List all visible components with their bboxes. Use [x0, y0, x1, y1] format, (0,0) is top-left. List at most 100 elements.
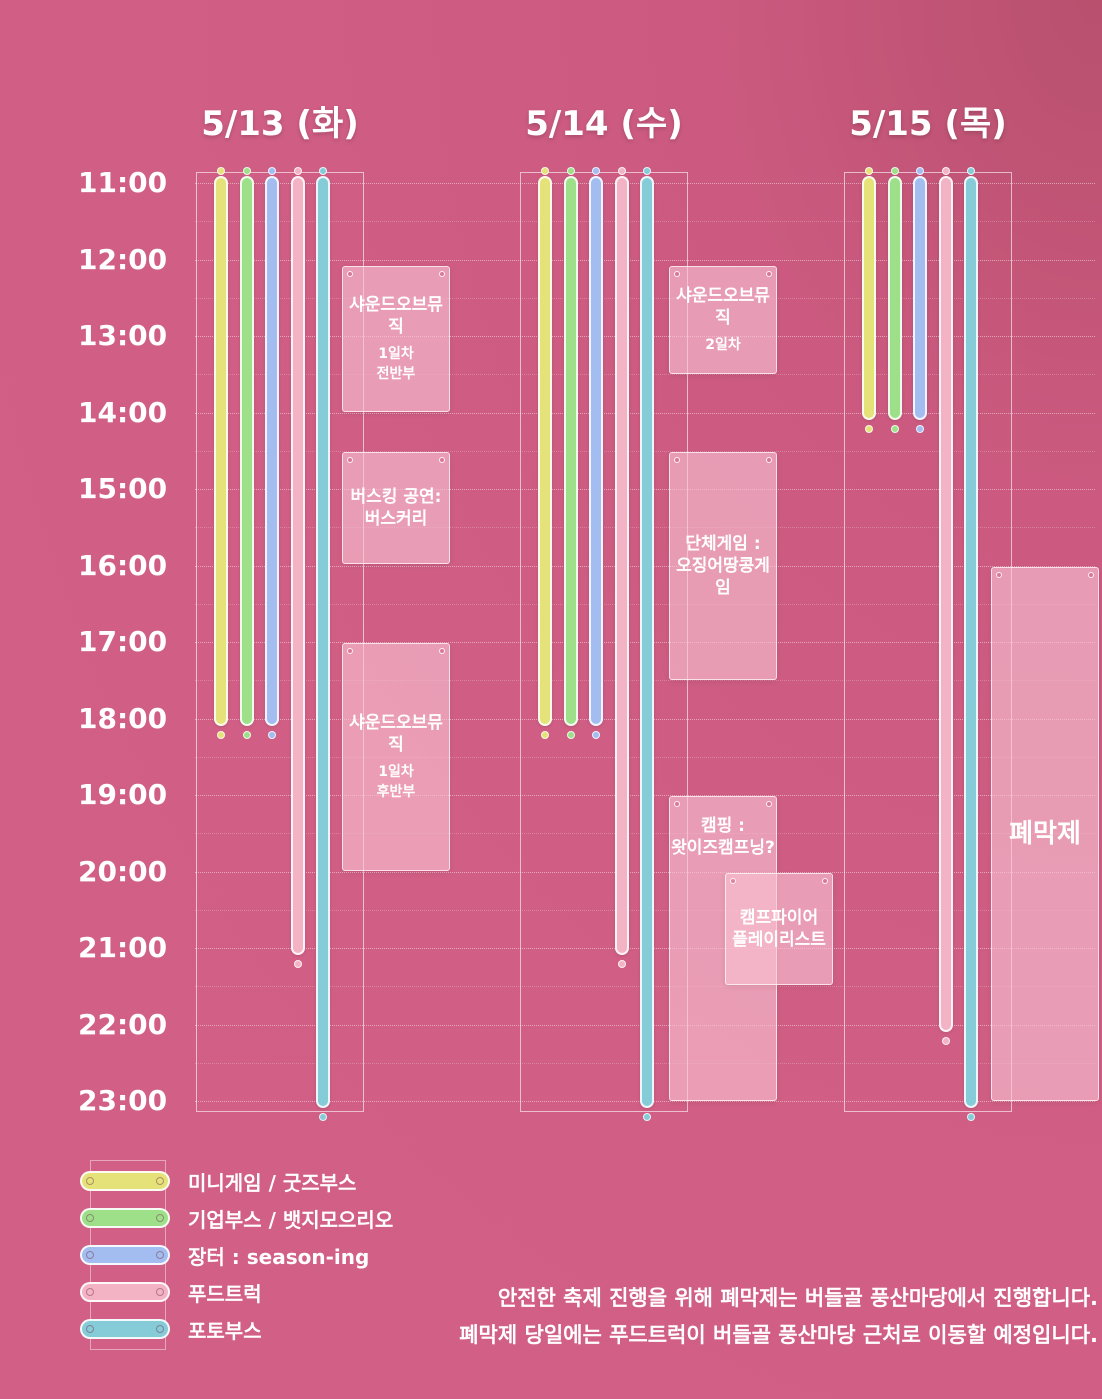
pin-icon [439, 648, 445, 654]
bar-pin-bottom [319, 1113, 327, 1121]
legend-swatch [80, 1171, 170, 1191]
time-label: 16:00 [78, 548, 168, 582]
time-label: 13:00 [78, 319, 168, 352]
legend-item-corp: 기업부스 / 뱃지모으리오 [80, 1205, 394, 1232]
booth-bar-market [265, 176, 279, 726]
pin-icon [347, 648, 353, 654]
bar-pin-top [592, 167, 600, 175]
legend-item-food: 푸드트럭 [80, 1279, 262, 1306]
event-title: 버스킹 공연: 버스커리 [350, 487, 442, 529]
bar-pin-top [566, 167, 575, 175]
day-header-3: 5/15 (목) [849, 104, 1007, 144]
booth-bar-photo [964, 176, 978, 1108]
bar-pin-bottom [617, 960, 626, 968]
bar-pin-bottom [217, 730, 225, 739]
bar-pin-bottom [865, 424, 873, 433]
legend-item-market: 장터 : season-ing [80, 1242, 370, 1269]
bar-pin-top [865, 167, 873, 175]
booth-bar-mini [214, 176, 228, 726]
legend-label: 기업부스 / 뱃지모으리오 [188, 1207, 394, 1232]
event-group-game: 단체게임 : 오징어땅콩게임 [669, 452, 777, 680]
event-sound-of-music-day1-first: 샤운드오브뮤직 1일차 전반부 [342, 266, 450, 412]
bar-pin-top [890, 167, 899, 175]
time-label: 14:00 [78, 395, 168, 429]
legend-item-mini: 미니게임 / 굿즈부스 [80, 1168, 357, 1195]
bar-pin-top [293, 167, 302, 175]
day-header-1: 5/13 (화) [201, 104, 359, 144]
legend-swatch [80, 1208, 170, 1228]
event-sound-of-music-day2: 샤운드오브뮤직 2일차 [669, 266, 777, 374]
event-subtitle: 1일차 전반부 [376, 346, 416, 382]
event-sound-of-music-day1-second: 샤운드오브뮤직 1일차 후반부 [342, 643, 450, 871]
bar-pin-bottom [643, 1113, 651, 1121]
booth-bar-food [938, 176, 953, 1032]
legend-label: 미니게임 / 굿즈부스 [188, 1170, 357, 1195]
time-label: 19:00 [78, 778, 168, 811]
event-title: 캠핑 : 왓이즈캠프닝? [671, 816, 775, 858]
event-busking: 버스킹 공연: 버스커리 [342, 452, 450, 564]
bar-pin-top [643, 167, 651, 175]
pin-icon [674, 457, 680, 463]
time-label: 17:00 [78, 625, 168, 658]
bar-pin-top [941, 167, 950, 175]
booth-bar-mini [862, 176, 876, 420]
event-subtitle: 1일차 후반부 [376, 764, 416, 800]
bar-pin-bottom [566, 730, 575, 739]
booth-bar-photo [316, 176, 330, 1108]
event-title: 샤운드오브뮤직 [676, 286, 770, 328]
pin-icon [439, 271, 445, 277]
pin-icon [766, 457, 772, 463]
bar-pin-top [617, 167, 626, 175]
bar-pin-top [217, 167, 225, 175]
legend-label: 장터 : season-ing [188, 1244, 370, 1269]
booth-bar-corp [563, 176, 578, 726]
day-header-2: 5/14 (수) [525, 104, 683, 144]
legend-label: 푸드트럭 [188, 1281, 262, 1306]
pin-icon [766, 801, 772, 807]
time-label: 21:00 [78, 931, 168, 964]
bar-pin-bottom [941, 1036, 950, 1045]
event-title: 폐막제 [1009, 819, 1081, 849]
booth-bar-corp [239, 176, 254, 726]
time-label: 15:00 [78, 472, 168, 505]
pin-icon [730, 878, 736, 884]
time-label: 20:00 [78, 854, 168, 888]
time-label: 22:00 [78, 1007, 168, 1041]
event-title: 캠프파이어 플레이리스트 [732, 908, 826, 950]
bar-pin-top [967, 167, 975, 175]
pin-icon [1088, 572, 1094, 578]
notice-line-1: 안전한 축제 진행을 위해 폐막제는 버들골 풍산마당에서 진행합니다. [497, 1286, 1098, 1310]
time-label: 12:00 [78, 242, 168, 276]
pin-icon [674, 271, 680, 277]
bar-pin-bottom [242, 730, 251, 739]
time-label: 18:00 [78, 701, 168, 735]
booth-bar-food [614, 176, 629, 955]
legend-swatch [80, 1282, 170, 1302]
legend-swatch [80, 1319, 170, 1339]
bar-pin-bottom [541, 730, 549, 739]
pin-icon [347, 457, 353, 463]
bar-pin-bottom [890, 424, 899, 433]
event-subtitle: 2일차 [705, 337, 741, 353]
booth-bar-photo [640, 176, 654, 1108]
bar-pin-bottom [293, 960, 302, 968]
event-title: 샤운드오브뮤직 [349, 713, 443, 755]
pin-icon [822, 878, 828, 884]
event-title: 단체게임 : 오징어땅콩게임 [676, 534, 770, 598]
legend-label: 포토부스 [188, 1318, 262, 1343]
event-title: 샤운드오브뮤직 [349, 295, 443, 337]
day-column-1 [196, 172, 364, 1112]
booth-bar-market [589, 176, 603, 726]
bar-pin-bottom [592, 730, 600, 739]
bar-pin-bottom [967, 1113, 975, 1121]
booth-bar-corp [887, 176, 902, 420]
bar-pin-top [541, 167, 549, 175]
pin-icon [674, 801, 680, 807]
event-campfire: 캠프파이어 플레이리스트 [725, 873, 833, 985]
legend-item-photo: 포토부스 [80, 1316, 262, 1343]
notice-line-2: 폐막제 당일에는 푸드트럭이 버들골 풍산마당 근처로 이동할 예정입니다. [459, 1323, 1098, 1347]
booth-bar-market [913, 176, 927, 420]
time-label: 11:00 [78, 166, 168, 199]
pin-icon [347, 271, 353, 277]
